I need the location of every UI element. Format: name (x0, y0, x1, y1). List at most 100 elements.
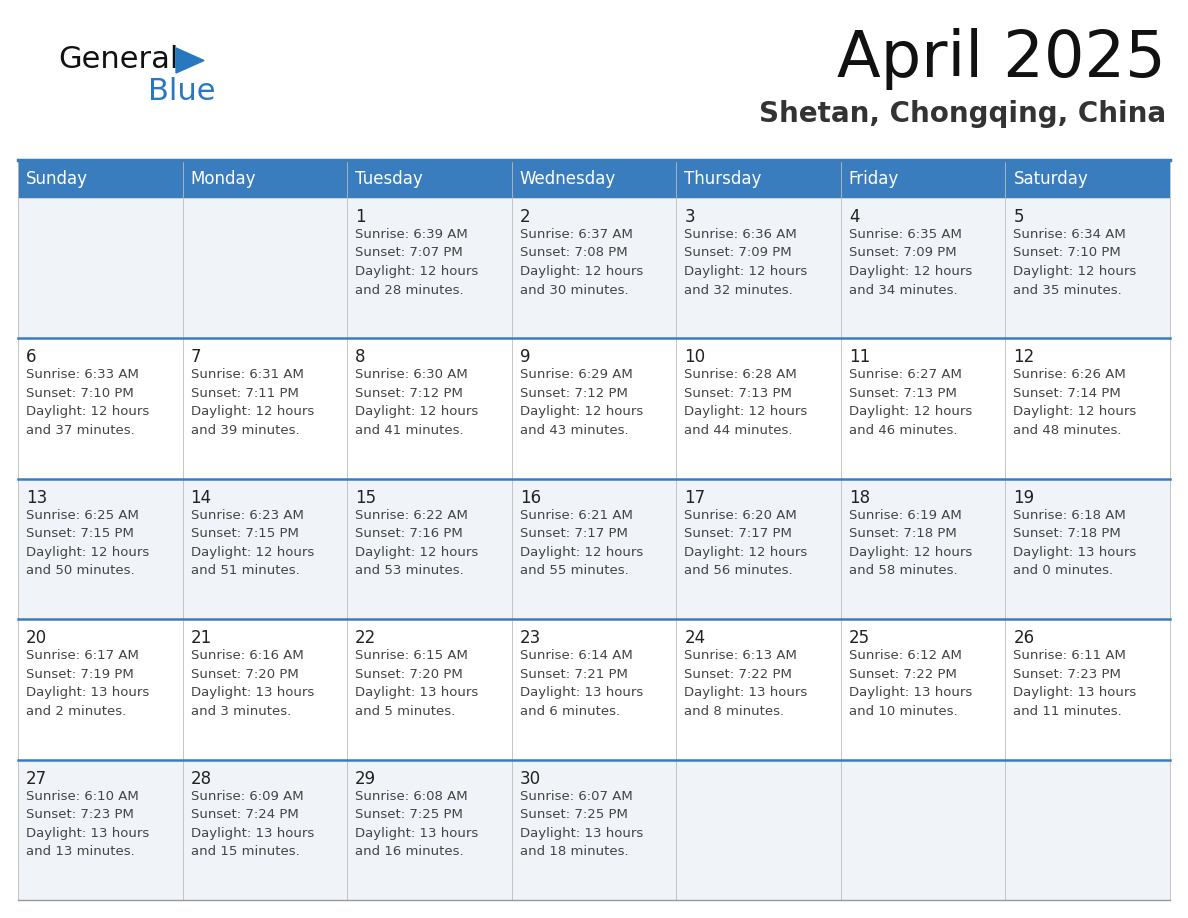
Bar (18, 479, 183, 620)
Text: 8: 8 (355, 349, 366, 366)
Bar (512, 759, 676, 900)
Bar (347, 620, 512, 759)
Text: Sunrise: 6:27 AM
Sunset: 7:13 PM
Daylight: 12 hours
and 46 minutes.: Sunrise: 6:27 AM Sunset: 7:13 PM Dayligh… (849, 368, 972, 437)
Text: 6: 6 (26, 349, 37, 366)
Bar (841, 339, 1005, 479)
Text: Sunrise: 6:29 AM
Sunset: 7:12 PM
Daylight: 12 hours
and 43 minutes.: Sunrise: 6:29 AM Sunset: 7:12 PM Dayligh… (519, 368, 643, 437)
Text: Sunrise: 6:16 AM
Sunset: 7:20 PM
Daylight: 13 hours
and 3 minutes.: Sunrise: 6:16 AM Sunset: 7:20 PM Dayligh… (190, 649, 314, 718)
Text: Sunrise: 6:33 AM
Sunset: 7:10 PM
Daylight: 12 hours
and 37 minutes.: Sunrise: 6:33 AM Sunset: 7:10 PM Dayligh… (26, 368, 150, 437)
Bar (512, 479, 676, 620)
Text: 9: 9 (519, 349, 530, 366)
Text: 4: 4 (849, 208, 859, 226)
Bar (676, 198, 841, 339)
Text: 14: 14 (190, 488, 211, 507)
Bar (183, 198, 347, 339)
Text: 26: 26 (1013, 629, 1035, 647)
Text: Thursday: Thursday (684, 170, 762, 188)
Bar (1005, 198, 1170, 339)
Text: 2: 2 (519, 208, 530, 226)
Text: Sunrise: 6:12 AM
Sunset: 7:22 PM
Daylight: 13 hours
and 10 minutes.: Sunrise: 6:12 AM Sunset: 7:22 PM Dayligh… (849, 649, 972, 718)
Text: 16: 16 (519, 488, 541, 507)
Text: 19: 19 (1013, 488, 1035, 507)
Bar (347, 198, 512, 339)
Bar (512, 198, 676, 339)
Bar (841, 479, 1005, 620)
Polygon shape (176, 48, 204, 73)
Text: 12: 12 (1013, 349, 1035, 366)
Bar (183, 339, 347, 479)
Bar (18, 339, 183, 479)
Text: 5: 5 (1013, 208, 1024, 226)
Bar (841, 759, 1005, 900)
Text: 15: 15 (355, 488, 377, 507)
Bar (347, 339, 512, 479)
Text: Shetan, Chongqing, China: Shetan, Chongqing, China (759, 100, 1165, 128)
Text: Sunrise: 6:21 AM
Sunset: 7:17 PM
Daylight: 12 hours
and 55 minutes.: Sunrise: 6:21 AM Sunset: 7:17 PM Dayligh… (519, 509, 643, 577)
Bar (841, 198, 1005, 339)
Bar (18, 160, 1170, 198)
Text: Wednesday: Wednesday (519, 170, 615, 188)
Bar (18, 198, 183, 339)
Text: Sunrise: 6:37 AM
Sunset: 7:08 PM
Daylight: 12 hours
and 30 minutes.: Sunrise: 6:37 AM Sunset: 7:08 PM Dayligh… (519, 228, 643, 297)
Bar (676, 759, 841, 900)
Text: Monday: Monday (190, 170, 257, 188)
Text: Sunrise: 6:35 AM
Sunset: 7:09 PM
Daylight: 12 hours
and 34 minutes.: Sunrise: 6:35 AM Sunset: 7:09 PM Dayligh… (849, 228, 972, 297)
Text: 21: 21 (190, 629, 211, 647)
Text: Sunrise: 6:26 AM
Sunset: 7:14 PM
Daylight: 12 hours
and 48 minutes.: Sunrise: 6:26 AM Sunset: 7:14 PM Dayligh… (1013, 368, 1137, 437)
Text: 28: 28 (190, 769, 211, 788)
Text: Tuesday: Tuesday (355, 170, 423, 188)
Text: 10: 10 (684, 349, 706, 366)
Text: Sunrise: 6:08 AM
Sunset: 7:25 PM
Daylight: 13 hours
and 16 minutes.: Sunrise: 6:08 AM Sunset: 7:25 PM Dayligh… (355, 789, 479, 858)
Text: Sunrise: 6:07 AM
Sunset: 7:25 PM
Daylight: 13 hours
and 18 minutes.: Sunrise: 6:07 AM Sunset: 7:25 PM Dayligh… (519, 789, 643, 858)
Text: Sunrise: 6:22 AM
Sunset: 7:16 PM
Daylight: 12 hours
and 53 minutes.: Sunrise: 6:22 AM Sunset: 7:16 PM Dayligh… (355, 509, 479, 577)
Text: Sunrise: 6:13 AM
Sunset: 7:22 PM
Daylight: 13 hours
and 8 minutes.: Sunrise: 6:13 AM Sunset: 7:22 PM Dayligh… (684, 649, 808, 718)
Bar (183, 620, 347, 759)
Text: Sunday: Sunday (26, 170, 88, 188)
Bar (512, 339, 676, 479)
Text: Saturday: Saturday (1013, 170, 1088, 188)
Text: 20: 20 (26, 629, 48, 647)
Text: 1: 1 (355, 208, 366, 226)
Text: General: General (58, 45, 178, 74)
Text: Sunrise: 6:19 AM
Sunset: 7:18 PM
Daylight: 12 hours
and 58 minutes.: Sunrise: 6:19 AM Sunset: 7:18 PM Dayligh… (849, 509, 972, 577)
Bar (18, 759, 183, 900)
Text: 22: 22 (355, 629, 377, 647)
Bar (676, 620, 841, 759)
Text: Sunrise: 6:39 AM
Sunset: 7:07 PM
Daylight: 12 hours
and 28 minutes.: Sunrise: 6:39 AM Sunset: 7:07 PM Dayligh… (355, 228, 479, 297)
Text: Sunrise: 6:14 AM
Sunset: 7:21 PM
Daylight: 13 hours
and 6 minutes.: Sunrise: 6:14 AM Sunset: 7:21 PM Dayligh… (519, 649, 643, 718)
Bar (18, 620, 183, 759)
Text: Sunrise: 6:31 AM
Sunset: 7:11 PM
Daylight: 12 hours
and 39 minutes.: Sunrise: 6:31 AM Sunset: 7:11 PM Dayligh… (190, 368, 314, 437)
Text: 27: 27 (26, 769, 48, 788)
Bar (512, 620, 676, 759)
Text: 13: 13 (26, 488, 48, 507)
Text: Sunrise: 6:09 AM
Sunset: 7:24 PM
Daylight: 13 hours
and 15 minutes.: Sunrise: 6:09 AM Sunset: 7:24 PM Dayligh… (190, 789, 314, 858)
Text: 3: 3 (684, 208, 695, 226)
Text: April 2025: April 2025 (838, 28, 1165, 90)
Bar (1005, 479, 1170, 620)
Text: Sunrise: 6:28 AM
Sunset: 7:13 PM
Daylight: 12 hours
and 44 minutes.: Sunrise: 6:28 AM Sunset: 7:13 PM Dayligh… (684, 368, 808, 437)
Text: 17: 17 (684, 488, 706, 507)
Text: Sunrise: 6:25 AM
Sunset: 7:15 PM
Daylight: 12 hours
and 50 minutes.: Sunrise: 6:25 AM Sunset: 7:15 PM Dayligh… (26, 509, 150, 577)
Text: 24: 24 (684, 629, 706, 647)
Text: Sunrise: 6:34 AM
Sunset: 7:10 PM
Daylight: 12 hours
and 35 minutes.: Sunrise: 6:34 AM Sunset: 7:10 PM Dayligh… (1013, 228, 1137, 297)
Text: 29: 29 (355, 769, 377, 788)
Text: Sunrise: 6:23 AM
Sunset: 7:15 PM
Daylight: 12 hours
and 51 minutes.: Sunrise: 6:23 AM Sunset: 7:15 PM Dayligh… (190, 509, 314, 577)
Text: Friday: Friday (849, 170, 899, 188)
Bar (1005, 759, 1170, 900)
Text: 23: 23 (519, 629, 541, 647)
Text: 25: 25 (849, 629, 870, 647)
Bar (183, 759, 347, 900)
Bar (347, 479, 512, 620)
Text: Sunrise: 6:10 AM
Sunset: 7:23 PM
Daylight: 13 hours
and 13 minutes.: Sunrise: 6:10 AM Sunset: 7:23 PM Dayligh… (26, 789, 150, 858)
Bar (1005, 620, 1170, 759)
Bar (1005, 339, 1170, 479)
Text: Blue: Blue (148, 77, 215, 106)
Text: 30: 30 (519, 769, 541, 788)
Text: Sunrise: 6:30 AM
Sunset: 7:12 PM
Daylight: 12 hours
and 41 minutes.: Sunrise: 6:30 AM Sunset: 7:12 PM Dayligh… (355, 368, 479, 437)
Bar (347, 759, 512, 900)
Text: Sunrise: 6:36 AM
Sunset: 7:09 PM
Daylight: 12 hours
and 32 minutes.: Sunrise: 6:36 AM Sunset: 7:09 PM Dayligh… (684, 228, 808, 297)
Bar (183, 479, 347, 620)
Text: Sunrise: 6:20 AM
Sunset: 7:17 PM
Daylight: 12 hours
and 56 minutes.: Sunrise: 6:20 AM Sunset: 7:17 PM Dayligh… (684, 509, 808, 577)
Bar (841, 620, 1005, 759)
Text: 7: 7 (190, 349, 201, 366)
